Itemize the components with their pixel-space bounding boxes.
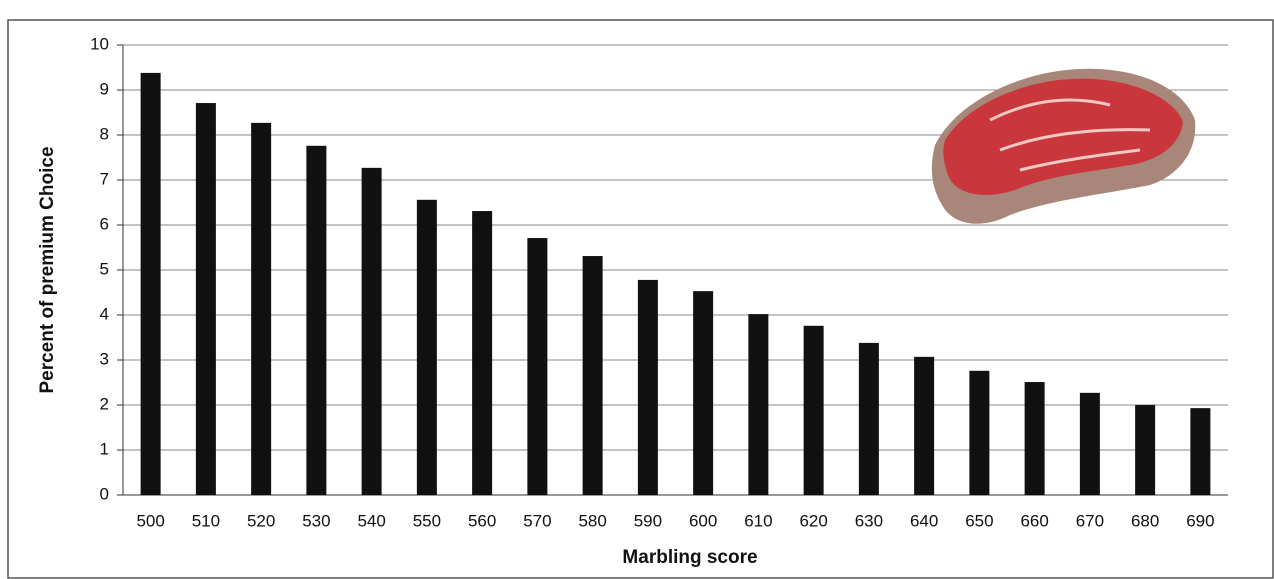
bar (1080, 393, 1100, 495)
y-axis-title: Percent of premium Choice (37, 146, 58, 393)
bar (306, 146, 326, 495)
chart: Marbling score Percent of premium Choice… (0, 0, 1274, 579)
y-tick-label: 5 (100, 259, 109, 278)
y-tick-label: 4 (100, 304, 109, 323)
x-tick-label: 530 (302, 511, 330, 530)
x-tick-label: 550 (413, 511, 441, 530)
page: {"chart_data": {"type": "bar", "xlabel":… (0, 0, 1274, 579)
x-tick-label: 650 (965, 511, 993, 530)
x-tick-label: 580 (578, 511, 606, 530)
bar (1025, 382, 1045, 495)
bar (472, 211, 492, 495)
bar (417, 200, 437, 495)
bar (859, 343, 879, 495)
y-tick-label: 0 (100, 484, 109, 503)
bar (969, 371, 989, 495)
bar (362, 168, 382, 495)
x-tick-label: 590 (634, 511, 662, 530)
bar (141, 73, 161, 495)
y-tick-label: 3 (100, 349, 109, 368)
bar (804, 326, 824, 495)
y-tick-label: 6 (100, 214, 109, 233)
x-tick-label: 520 (247, 511, 275, 530)
x-tick-label: 600 (689, 511, 717, 530)
bar (638, 280, 658, 495)
y-tick-label: 10 (90, 34, 109, 53)
x-tick-label: 640 (910, 511, 938, 530)
x-tick-label: 570 (523, 511, 551, 530)
bar (748, 314, 768, 495)
bar (1135, 405, 1155, 495)
x-tick-label: 500 (136, 511, 164, 530)
y-tick-label: 8 (100, 124, 109, 143)
x-tick-label: 670 (1076, 511, 1104, 530)
bar (914, 357, 934, 495)
y-tick-label: 1 (100, 439, 109, 458)
x-tick-label: 540 (357, 511, 385, 530)
bar (527, 238, 547, 495)
x-tick-label: 660 (1020, 511, 1048, 530)
x-tick-label: 680 (1131, 511, 1159, 530)
y-tick-label: 2 (100, 394, 109, 413)
x-tick-label: 690 (1186, 511, 1214, 530)
bar (196, 103, 216, 495)
y-tick-label: 9 (100, 79, 109, 98)
x-tick-label: 630 (855, 511, 883, 530)
x-axis-title: Marbling score (622, 547, 757, 568)
x-tick-label: 560 (468, 511, 496, 530)
x-tick-label: 620 (799, 511, 827, 530)
bar (693, 291, 713, 495)
bar (1190, 408, 1210, 495)
y-tick-label: 7 (100, 169, 109, 188)
bar (251, 123, 271, 495)
bar (583, 256, 603, 495)
x-tick-label: 610 (744, 511, 772, 530)
x-tick-label: 510 (192, 511, 220, 530)
